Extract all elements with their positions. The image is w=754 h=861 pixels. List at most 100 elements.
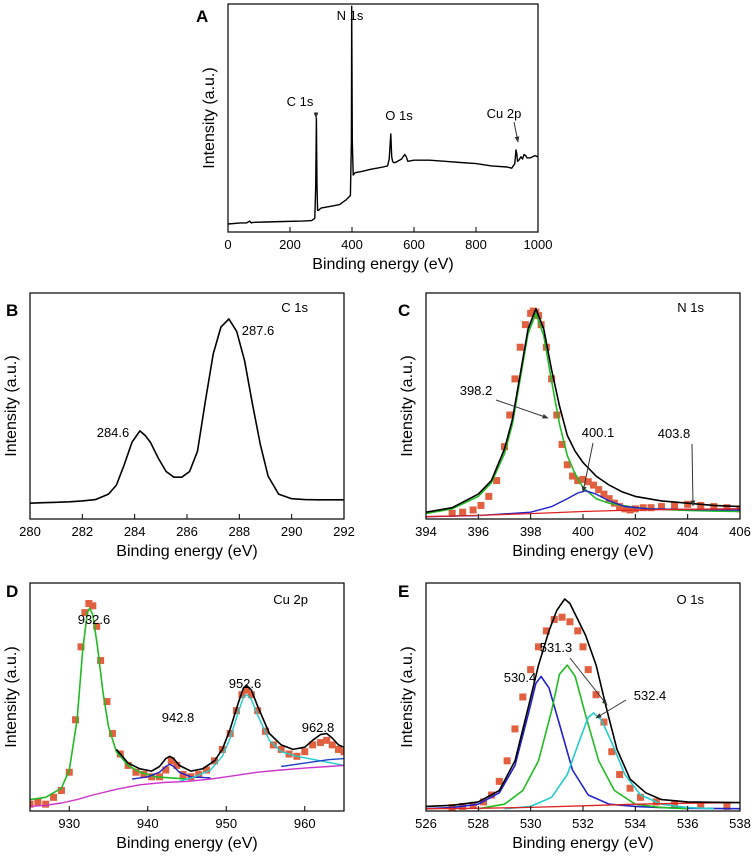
data-point-e (574, 627, 582, 635)
data-point-d (103, 698, 111, 706)
annotation-label-c: 403.8 (658, 426, 691, 441)
data-point-d (65, 768, 73, 776)
y-axis-label-b: Intensity (a.u.) (3, 355, 20, 456)
data-point-e (542, 627, 550, 635)
annotation-arrow-c (581, 442, 594, 493)
annotation-arrow-a (513, 121, 520, 143)
data-point-c (605, 495, 613, 503)
data-point-e (608, 748, 616, 756)
data-point-c (516, 343, 524, 351)
data-point-e (616, 771, 624, 779)
x-tick-label-d: 930 (58, 816, 80, 831)
data-point-c (469, 506, 477, 514)
x-tick-label-a: 1000 (524, 237, 553, 252)
plot-area-c (426, 307, 740, 518)
x-tick-label-b: 282 (71, 524, 93, 539)
data-point-d (340, 748, 344, 756)
data-point-d (323, 736, 331, 744)
data-point-d (77, 643, 85, 651)
series-e-fit-531-3 (478, 664, 688, 810)
x-tick-label-b: 292 (333, 524, 355, 539)
data-point-d (243, 686, 251, 694)
series-d-fit-932-6 (30, 607, 188, 801)
series-e-envelope (426, 598, 740, 808)
data-point-c (621, 505, 629, 513)
data-point-c (658, 503, 665, 511)
data-point-e (519, 693, 527, 701)
annotation-label-e: 532.4 (634, 688, 667, 703)
data-point-c (553, 411, 561, 419)
series-e-fit-530-4 (426, 675, 740, 810)
data-point-c (723, 504, 731, 512)
data-point-d (57, 786, 65, 794)
data-point-e (511, 725, 519, 733)
data-point-d (148, 773, 156, 781)
panel-b: 280 282 284 286 288 290 292 Binding energy (eV)… (3, 292, 355, 560)
data-point-e (671, 800, 679, 808)
data-point-e (626, 784, 634, 792)
data-point-c (506, 411, 514, 419)
data-point-c (579, 475, 587, 483)
data-point-e (697, 801, 705, 809)
data-point-e (584, 666, 592, 674)
plot-frame-a (227, 3, 539, 233)
plot-area-b (30, 318, 344, 504)
panel-letter-c: C (398, 301, 410, 320)
data-point-d (328, 741, 336, 749)
x-tick-label-c: 404 (677, 524, 699, 539)
data-point-d (42, 800, 50, 808)
data-point-d (132, 768, 140, 776)
data-point-c (631, 505, 639, 513)
data-point-d (309, 741, 317, 749)
x-tick-label-c: 398 (520, 524, 542, 539)
series-c-experimental (448, 307, 740, 517)
data-point-d (93, 622, 101, 630)
annotation-label-a: N 1s (337, 8, 364, 23)
x-tick-label-e: 534 (624, 816, 646, 831)
plot-area-d (30, 600, 344, 808)
x-tick-label-a: 200 (279, 237, 301, 252)
data-point-d (203, 766, 211, 774)
panel-title-b: C 1s (281, 300, 308, 315)
series-d-background-2 (281, 757, 344, 768)
annotation-label-a: Cu 2p (487, 106, 522, 121)
data-point-d (173, 761, 181, 769)
data-point-d (179, 771, 187, 779)
data-point-d (162, 766, 170, 774)
y-axis-label-c: Intensity (a.u.) (399, 355, 416, 456)
plot-frame-d (29, 582, 345, 812)
series-b-c-1s (30, 318, 344, 504)
data-point-c (563, 461, 571, 469)
annotation-label-d: 962.8 (302, 720, 335, 735)
data-point-c (448, 509, 456, 517)
series-d-background (30, 764, 344, 808)
data-point-c (595, 486, 603, 494)
x-tick-label-a: 600 (403, 237, 425, 252)
annotation-label-b: 284.6 (97, 425, 130, 440)
x-tick-label-a: 0 (224, 237, 231, 252)
plot-area-a (228, 5, 538, 225)
data-point-e (579, 643, 587, 651)
x-tick-label-e: 532 (572, 816, 594, 831)
x-tick-label-e: 536 (677, 816, 699, 831)
data-point-d (108, 729, 116, 737)
data-point-e (535, 643, 543, 651)
series-c-envelope (426, 308, 740, 513)
data-point-c (485, 492, 493, 500)
x-tick-label-e: 538 (729, 816, 751, 831)
x-tick-label-e: 528 (467, 816, 489, 831)
x-tick-label-c: 394 (415, 524, 437, 539)
data-point-d (85, 600, 93, 608)
data-point-e (550, 615, 558, 623)
x-tick-label-c: 396 (467, 524, 489, 539)
plot-frame-e (425, 582, 741, 812)
annotation-label-c: 398.2 (460, 383, 493, 398)
plot-frame-b (29, 292, 345, 520)
panel-letter-b: B (6, 301, 18, 320)
annotation-label-d: 952.6 (229, 676, 262, 691)
data-point-d (50, 793, 58, 801)
series-d-envelope (115, 684, 344, 772)
data-point-d (301, 748, 309, 756)
data-point-d (97, 657, 105, 665)
